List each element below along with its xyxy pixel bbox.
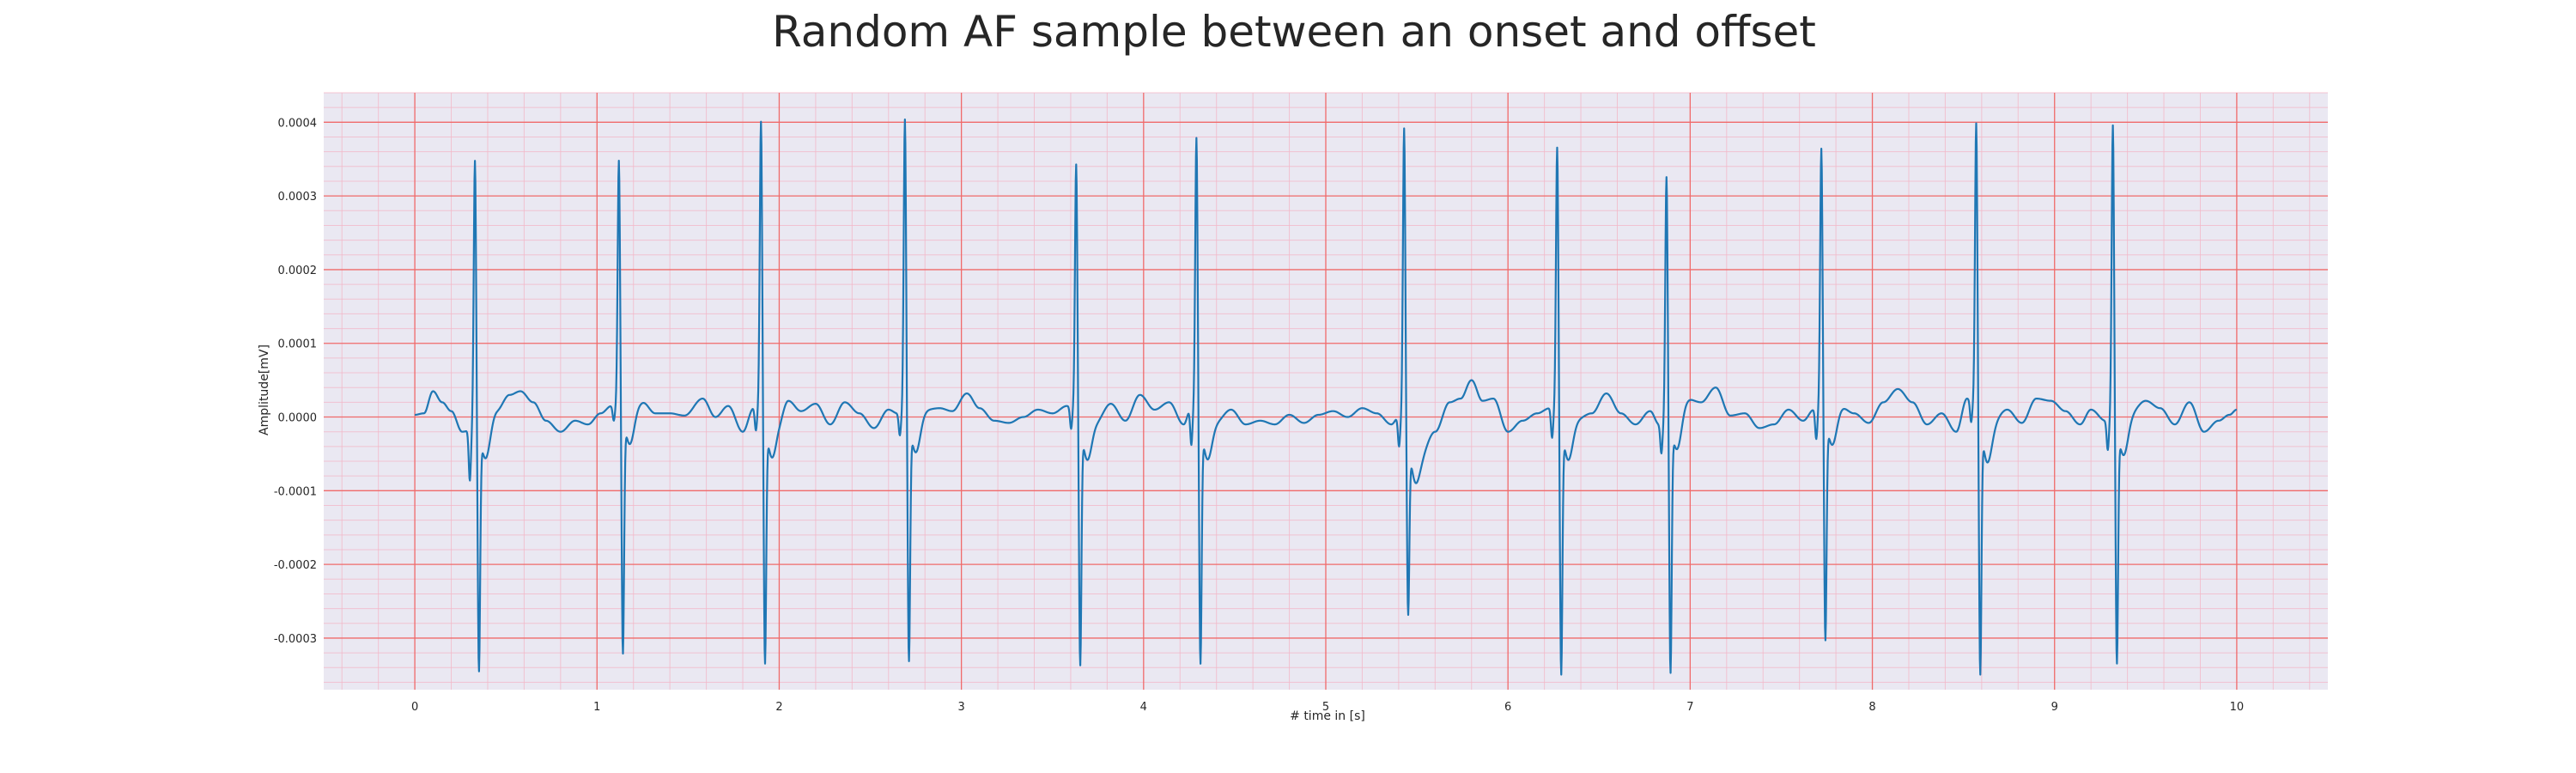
x-tick-label: 3 [957, 701, 964, 714]
x-tick-label: 6 [1504, 701, 1511, 714]
y-tick-label: 0.0004 [278, 117, 318, 130]
y-tick-label: 0.0003 [278, 191, 318, 204]
y-tick-label: -0.0002 [274, 559, 317, 572]
x-tick-label: 4 [1140, 701, 1147, 714]
ecg-signal-line [414, 118, 2238, 676]
x-tick-label: 7 [1686, 701, 1693, 714]
x-tick-label: 0 [411, 701, 418, 714]
y-axis-ticks: -0.0003 -0.0002 -0.0001 0.0000 0.0001 0.0002 0… [274, 117, 317, 646]
y-tick-label: -0.0003 [274, 633, 317, 646]
x-axis-ticks: 0 1 2 3 4 5 6 7 8 9 10 [411, 701, 2244, 714]
x-tick-label: 1 [593, 701, 600, 714]
y-tick-label: 0.0001 [278, 338, 318, 351]
x-tick-label: 10 [2230, 701, 2245, 714]
major-grid [324, 93, 2328, 690]
y-tick-label: 0.0002 [278, 265, 318, 277]
x-tick-label: 2 [775, 701, 782, 714]
chart-title: Random AF sample between an onset and of… [772, 7, 1816, 57]
x-tick-label: 5 [1322, 701, 1329, 714]
x-tick-label: 9 [2051, 701, 2058, 714]
series-group [414, 118, 2238, 676]
y-tick-label: -0.0001 [274, 485, 317, 498]
x-tick-label: 8 [1868, 701, 1875, 714]
x-axis-label: # time in [s] [1290, 709, 1365, 723]
y-axis-label: Amplitude[mV] [258, 344, 271, 435]
y-tick-label: 0.0000 [278, 412, 318, 425]
